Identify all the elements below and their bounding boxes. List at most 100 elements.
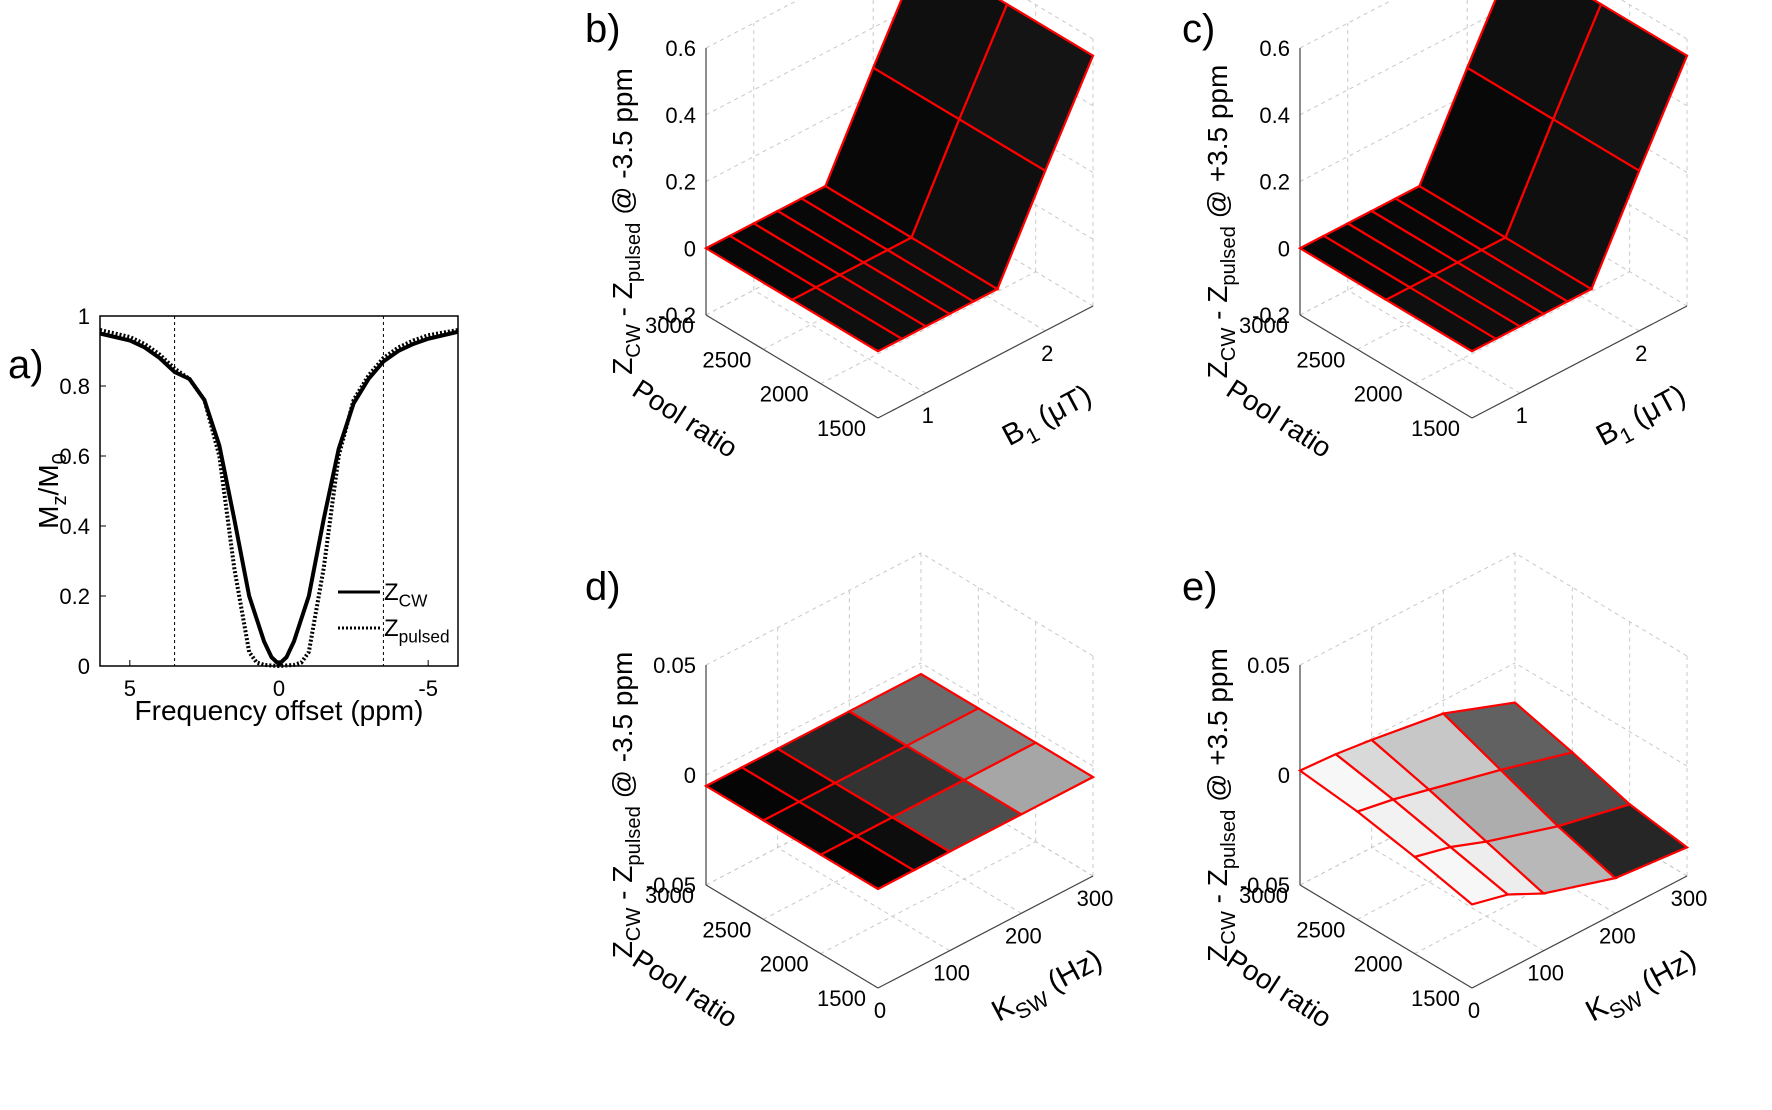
x-tick-label: 2000 (760, 952, 809, 977)
grid-z-side (1026, 0, 1094, 40)
series-Z_pulsed (99, 328, 459, 669)
y-axis-label: B1 (μT) (997, 379, 1100, 459)
y-tick-label: 1 (1516, 403, 1528, 428)
z-tick-label: 0.2 (1259, 170, 1290, 195)
box-edge (705, 314, 879, 419)
panel-label-d: d) (585, 565, 621, 609)
x-tick-label: 2000 (1354, 952, 1403, 977)
grid-x-floor (820, 271, 1036, 385)
xtick-label: -5 (418, 676, 438, 701)
chart-b-surface: -0.2 0 0.2 0.4 0.6 3000 2500 2000 1500 1 2 Pool rat… (607, 0, 1100, 464)
x-tick-label: 2500 (702, 347, 751, 372)
panel-label-a: a) (8, 343, 44, 387)
x-axis-label: Pool ratio (1221, 373, 1337, 463)
z-tick-label: 0.6 (665, 36, 696, 61)
z-tick-label: 0.2 (665, 170, 696, 195)
x-tick-label: 1500 (1411, 416, 1460, 441)
grid-y-floor (1443, 809, 1616, 914)
z-tick-label: 0 (684, 763, 696, 788)
grid-z-side (1514, 662, 1688, 767)
y-tick-label: 300 (1077, 886, 1114, 911)
chart-c-surface: -0.2 0 0.2 0.4 0.6 3000 2500 2000 1500 1 2 Pool rat… (1202, 0, 1694, 464)
z-tick-label: 0.4 (665, 103, 696, 128)
chart-d-surface: -0.05 0 0.05 3000 2500 2000 1500 0 100 200 300 Pool… (607, 552, 1114, 1034)
grid-y-floor (849, 809, 1022, 914)
xtick-label: 0 (273, 676, 285, 701)
z-tick-label: -0.05 (1240, 873, 1290, 898)
grid-x-floor (1414, 271, 1630, 385)
chart-e-surface: -0.05 0 0.05 3000 2500 2000 1500 0 100 200 300 Pool… (1202, 552, 1707, 1034)
box-edge (705, 884, 879, 989)
x-axis-label: Pool ratio (627, 943, 743, 1033)
grid-z-side (920, 135, 1094, 240)
x-tick-label: 2500 (1296, 917, 1345, 942)
ytick-label: 1 (78, 304, 90, 329)
grid-z-side (1514, 552, 1688, 657)
y-tick-label: 200 (1005, 923, 1042, 948)
grid-z-side (920, 202, 1094, 307)
ytick-label: 0 (78, 654, 90, 679)
x-tick-label: 1500 (817, 416, 866, 441)
series-Z_CW (99, 329, 459, 667)
panel-label-c: c) (1182, 7, 1215, 51)
x-tick-label: 1500 (817, 986, 866, 1011)
grid-z-back (705, 2, 922, 116)
grid-x-floor (820, 841, 1036, 955)
z-tick-label: -0.2 (658, 303, 696, 328)
box-edge (877, 875, 1094, 989)
y-axis-label: B1 (μT) (1591, 379, 1694, 459)
grid-z-back (1299, 2, 1516, 116)
z-tick-label: 0.05 (1247, 653, 1290, 678)
y-tick-label: 100 (933, 961, 970, 986)
xtick-label: 5 (124, 676, 136, 701)
z-tick-label: 0.6 (1259, 36, 1290, 61)
y-axis-label: Mz/M0 (33, 453, 71, 529)
panel-label-e: e) (1182, 565, 1218, 609)
y-tick-label: 200 (1599, 923, 1636, 948)
y-tick-label: 0 (1468, 998, 1480, 1023)
x-tick-label: 2000 (760, 382, 809, 407)
x-tick-label: 2500 (702, 917, 751, 942)
y-tick-label: 2 (1041, 341, 1053, 366)
x-tick-label: 3000 (645, 883, 694, 908)
x-tick-label: 3000 (1239, 883, 1288, 908)
z-axis-label: ZCW - Zpulsed @ -3.5 ppm (607, 652, 645, 959)
y-tick-label: 1 (922, 403, 934, 428)
x-axis-label: Frequency offset (ppm) (135, 695, 424, 726)
grid-z-side (920, 662, 1094, 767)
z-tick-label: 0 (1278, 236, 1290, 261)
grid-y-floor (777, 847, 950, 952)
box-edge (1471, 305, 1688, 419)
x-tick-label: 3000 (645, 313, 694, 338)
legend-label-Z_CW: ZCW (384, 579, 428, 611)
plot-a-frame (99, 315, 459, 667)
surface-patch (847, 672, 981, 747)
grid-z-side (920, 552, 1094, 657)
x-tick-label: 1500 (1411, 986, 1460, 1011)
surface-patch (871, 0, 1009, 121)
grid-z-back (705, 552, 922, 666)
box-edge (1299, 884, 1473, 989)
x-axis-label: Pool ratio (627, 373, 743, 463)
grid-y-floor (1371, 847, 1544, 952)
grid-z-back (705, 662, 922, 776)
legend-label-Z_pulsed: Zpulsed (384, 615, 450, 647)
ytick-label: 0.6 (59, 444, 90, 469)
grid-y-floor (872, 227, 1046, 332)
surface-patch (1440, 701, 1575, 772)
x-tick-label: 2000 (1354, 382, 1403, 407)
ytick-label: 0.8 (59, 374, 90, 399)
ytick-label: 0.4 (59, 514, 90, 539)
grid-z-side (1620, 0, 1688, 40)
grid-z-side (1514, 202, 1688, 307)
z-axis-label: ZCW - Zpulsed @ +3.5 ppm (1202, 648, 1240, 962)
grid-z-side (1514, 135, 1688, 240)
surface-patch (1465, 0, 1603, 121)
grid-y-floor (753, 289, 927, 394)
z-tick-label: 0 (684, 236, 696, 261)
z-axis-label: ZCW - Zpulsed @ +3.5 ppm (1202, 65, 1240, 379)
y-axis-label: KSW (Hz) (986, 943, 1110, 1034)
grid-y-floor (920, 772, 1094, 877)
z-tick-label: 0.05 (653, 653, 696, 678)
